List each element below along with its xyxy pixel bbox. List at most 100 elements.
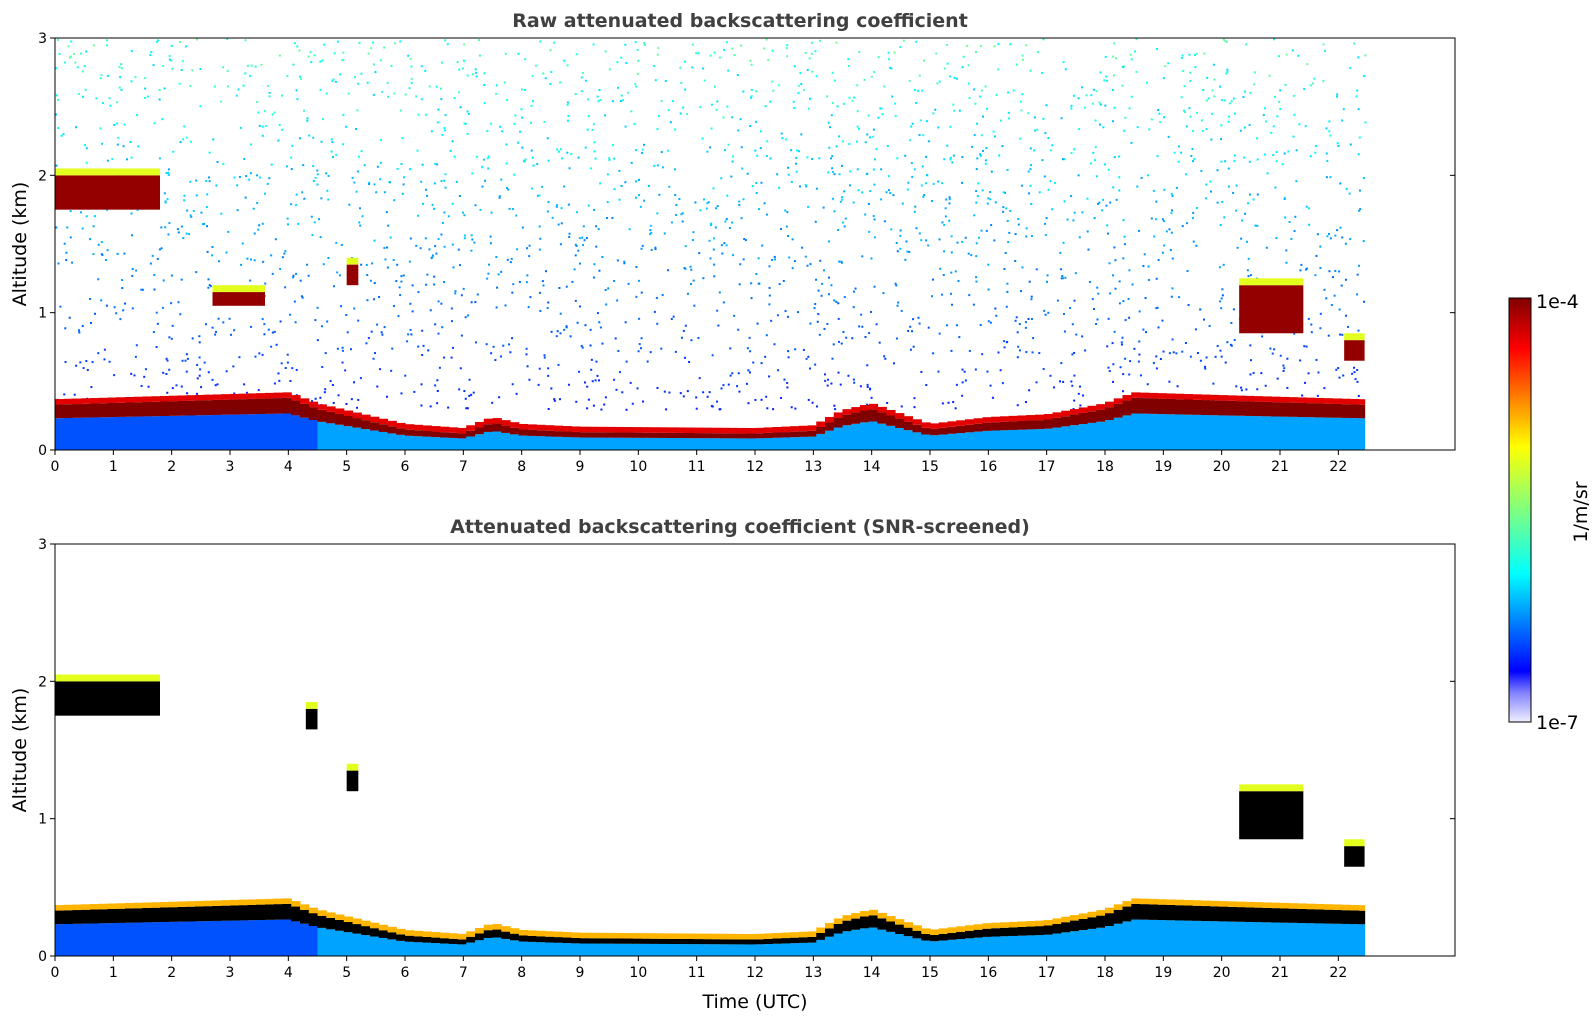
noise-pixel bbox=[738, 203, 741, 206]
noise-pixel bbox=[1169, 248, 1172, 251]
noise-pixel bbox=[984, 162, 987, 165]
noise-pixel bbox=[570, 152, 573, 155]
noise-pixel bbox=[409, 168, 412, 171]
noise-pixel bbox=[1128, 107, 1131, 110]
boundary-layer-top-cell bbox=[1043, 419, 1054, 429]
noise-pixel bbox=[1024, 326, 1027, 329]
noise-pixel bbox=[451, 202, 454, 205]
noise-pixel bbox=[778, 186, 781, 189]
boundary-layer-cell bbox=[1262, 922, 1272, 956]
noise-pixel bbox=[1182, 69, 1185, 72]
boundary-layer-edge-cell bbox=[1000, 922, 1010, 928]
noise-pixel bbox=[140, 385, 143, 388]
noise-pixel bbox=[458, 68, 461, 71]
boundary-layer-cell bbox=[125, 922, 135, 956]
noise-pixel bbox=[79, 361, 82, 364]
noise-pixel bbox=[311, 400, 314, 403]
noise-pixel bbox=[848, 143, 851, 146]
noise-pixel bbox=[1165, 230, 1168, 233]
boundary-layer-cell bbox=[90, 923, 100, 956]
boundary-layer-cell bbox=[81, 417, 91, 450]
boundary-layer-edge-cell bbox=[1350, 904, 1360, 911]
noise-pixel bbox=[769, 100, 772, 103]
boundary-layer-cell bbox=[168, 415, 179, 450]
boundary-layer-top-cell bbox=[903, 927, 914, 937]
noise-pixel bbox=[594, 157, 597, 160]
noise-pixel bbox=[986, 107, 989, 110]
noise-pixel bbox=[943, 223, 946, 226]
noise-pixel bbox=[106, 208, 109, 211]
noise-pixel bbox=[689, 265, 692, 268]
noise-pixel bbox=[170, 274, 173, 277]
boundary-layer-top-cell bbox=[790, 937, 800, 944]
noise-pixel bbox=[1112, 363, 1115, 366]
noise-pixel bbox=[638, 194, 641, 197]
noise-pixel bbox=[1043, 309, 1046, 312]
noise-pixel bbox=[1061, 277, 1064, 280]
boundary-layer-cell bbox=[151, 416, 161, 450]
noise-pixel bbox=[161, 118, 164, 121]
noise-pixel bbox=[565, 285, 568, 288]
noise-pixel bbox=[976, 122, 979, 125]
noise-pixel bbox=[372, 41, 375, 44]
noise-pixel bbox=[509, 351, 512, 354]
noise-pixel bbox=[309, 51, 312, 54]
noise-pixel bbox=[1233, 154, 1236, 157]
noise-pixel bbox=[496, 286, 499, 289]
noise-pixel bbox=[909, 325, 912, 328]
noise-pixel bbox=[915, 40, 918, 43]
noise-pixel bbox=[1199, 308, 1202, 311]
noise-pixel bbox=[634, 180, 637, 183]
noise-pixel bbox=[1101, 209, 1104, 212]
noise-pixel bbox=[1355, 95, 1358, 98]
boundary-layer-edge-cell bbox=[1262, 902, 1272, 908]
noise-pixel bbox=[889, 192, 892, 195]
noise-pixel bbox=[66, 226, 69, 229]
noise-pixel bbox=[1219, 223, 1222, 226]
boundary-layer-edge-cell bbox=[1096, 910, 1106, 916]
noise-pixel bbox=[1344, 278, 1347, 281]
boundary-layer-edge-cell bbox=[903, 416, 914, 422]
noise-pixel bbox=[1323, 49, 1326, 52]
noise-pixel bbox=[495, 92, 498, 95]
noise-pixel bbox=[913, 88, 916, 91]
noise-pixel bbox=[1274, 186, 1277, 189]
noise-pixel bbox=[547, 407, 550, 410]
boundary-layer-cell bbox=[282, 413, 292, 450]
noise-pixel bbox=[955, 383, 958, 386]
noise-pixel bbox=[1204, 367, 1207, 370]
noise-pixel bbox=[295, 193, 298, 196]
noise-pixel bbox=[249, 172, 252, 175]
boundary-layer-top-cell bbox=[1218, 400, 1229, 416]
boundary-layer-top-cell bbox=[63, 910, 74, 925]
noise-pixel bbox=[671, 100, 674, 103]
noise-pixel bbox=[1292, 94, 1295, 97]
noise-pixel bbox=[838, 173, 841, 176]
noise-pixel bbox=[681, 220, 684, 223]
noise-pixel bbox=[772, 89, 775, 92]
noise-pixel bbox=[1161, 251, 1164, 254]
noise-pixel bbox=[839, 200, 842, 203]
noise-pixel bbox=[378, 295, 381, 298]
noise-pixel bbox=[627, 282, 630, 285]
noise-pixel bbox=[620, 184, 623, 187]
noise-pixel bbox=[440, 302, 443, 305]
noise-pixel bbox=[298, 49, 301, 52]
boundary-layer-edge-cell bbox=[125, 396, 135, 403]
noise-pixel bbox=[989, 198, 992, 201]
noise-pixel bbox=[1092, 308, 1095, 311]
noise-pixel bbox=[975, 280, 978, 283]
noise-pixel bbox=[665, 408, 668, 411]
noise-pixel bbox=[1233, 112, 1236, 115]
boundary-layer-cell bbox=[641, 437, 651, 450]
noise-pixel bbox=[530, 121, 533, 124]
boundary-layer-top-cell bbox=[1087, 411, 1097, 423]
noise-pixel bbox=[716, 309, 719, 312]
boundary-layer-top-cell bbox=[1288, 908, 1299, 923]
noise-pixel bbox=[765, 395, 768, 398]
noise-pixel bbox=[258, 176, 261, 179]
noise-pixel bbox=[286, 217, 289, 220]
boundary-layer-edge-cell bbox=[81, 904, 91, 910]
noise-pixel bbox=[1354, 378, 1357, 381]
boundary-layer-cell bbox=[378, 937, 389, 956]
